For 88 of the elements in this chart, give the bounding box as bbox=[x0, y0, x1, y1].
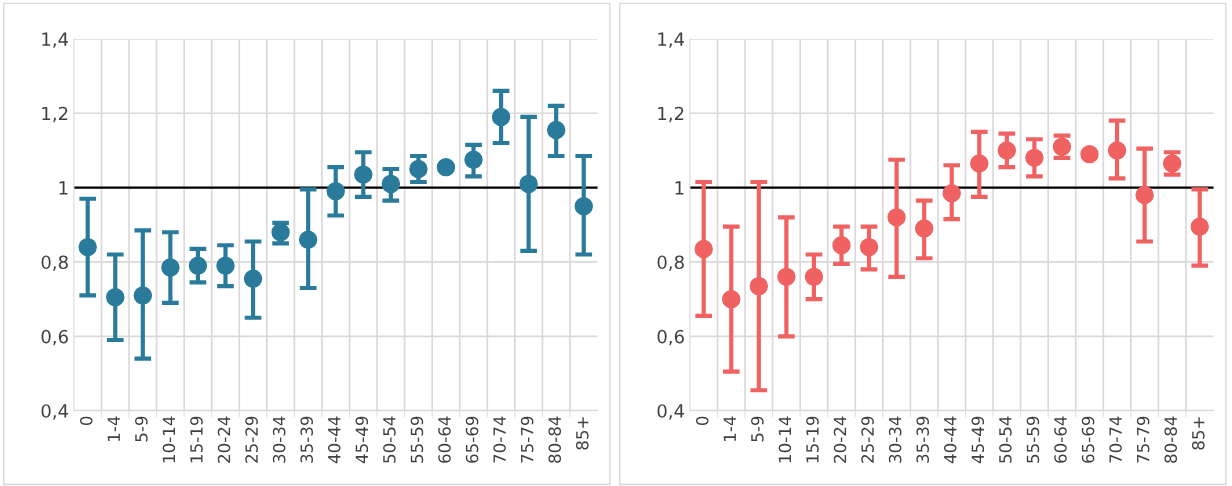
x-tick-label: 60-64 bbox=[1054, 416, 1067, 463]
x-tick-label: 5-9 bbox=[135, 416, 148, 442]
x-tick-label: 85+ bbox=[1191, 417, 1205, 450]
y-tick-label: 1,2 bbox=[42, 106, 68, 123]
x-tick-label: 80-84 bbox=[548, 416, 562, 463]
point bbox=[381, 174, 401, 194]
x-tick-label: 10-14 bbox=[162, 416, 176, 463]
point bbox=[161, 258, 180, 277]
x-tick-label: 65-69 bbox=[465, 416, 479, 463]
point bbox=[722, 289, 741, 309]
x-tick-label: 30-34 bbox=[272, 416, 286, 463]
point bbox=[436, 157, 456, 177]
point bbox=[546, 120, 566, 140]
point bbox=[777, 267, 796, 287]
point bbox=[942, 183, 961, 203]
point bbox=[1135, 185, 1154, 205]
point bbox=[832, 236, 851, 255]
y-tick-label: 0,8 bbox=[657, 255, 684, 271]
x-tick-label: 70-74 bbox=[493, 416, 506, 463]
x-tick-label: 0 bbox=[79, 416, 93, 426]
point bbox=[78, 237, 97, 257]
y-tick-label: 1,4 bbox=[42, 32, 69, 48]
point bbox=[804, 267, 824, 287]
point bbox=[749, 276, 769, 296]
x-tick-label: 20-24 bbox=[217, 416, 231, 463]
point bbox=[188, 256, 208, 275]
point bbox=[859, 237, 879, 257]
point bbox=[216, 256, 235, 275]
x-tick-label: 75-79 bbox=[1136, 416, 1150, 463]
x-tick-label: 10-14 bbox=[778, 416, 792, 463]
x-tick-label: 5-9 bbox=[751, 416, 764, 442]
y-tick-label: 0,4 bbox=[41, 404, 69, 420]
point bbox=[1190, 217, 1209, 236]
point bbox=[519, 174, 538, 194]
point bbox=[354, 165, 373, 184]
point bbox=[1025, 148, 1044, 168]
x-tick-label: 20-24 bbox=[833, 416, 847, 463]
point bbox=[491, 107, 511, 127]
x-tick-label: 40-44 bbox=[327, 416, 341, 464]
x-tick-label: 85+ bbox=[575, 417, 589, 450]
point bbox=[970, 154, 989, 173]
y-tick-label: 1,2 bbox=[658, 106, 684, 123]
point bbox=[1107, 141, 1127, 160]
point bbox=[243, 269, 263, 288]
y-tick-label: 1 bbox=[675, 181, 684, 195]
y-tick-label: 1,4 bbox=[658, 32, 685, 48]
y-tick-label: 0,8 bbox=[41, 255, 68, 271]
y-tick-label: 0,6 bbox=[657, 329, 684, 346]
x-tick-label: 0 bbox=[695, 416, 709, 426]
x-tick-label: 25-29 bbox=[245, 416, 258, 463]
point bbox=[409, 159, 428, 179]
point bbox=[694, 239, 713, 259]
point bbox=[326, 182, 345, 201]
x-tick-label: 1-4 bbox=[723, 416, 736, 441]
x-tick-label: 80-84 bbox=[1164, 416, 1178, 463]
x-tick-label: 55-59 bbox=[410, 416, 424, 463]
x-tick-label: 70-74 bbox=[1109, 416, 1122, 463]
x-tick-label: 55-59 bbox=[1026, 416, 1040, 463]
y-tick-label: 0,4 bbox=[657, 404, 685, 420]
x-tick-label: 50-54 bbox=[383, 416, 396, 463]
point bbox=[133, 286, 153, 305]
x-tick-label: 15-19 bbox=[190, 416, 203, 463]
point bbox=[1162, 154, 1182, 173]
x-tick-label: 75-79 bbox=[520, 416, 534, 463]
x-tick-label: 40-44 bbox=[943, 416, 957, 464]
x-tick-label: 60-64 bbox=[438, 416, 451, 463]
x-tick-label: 25-29 bbox=[861, 416, 874, 463]
point bbox=[464, 150, 483, 169]
point bbox=[298, 230, 318, 249]
x-tick-label: 45-49 bbox=[355, 416, 369, 464]
point bbox=[106, 288, 125, 307]
x-tick-label: 50-54 bbox=[999, 416, 1012, 463]
x-tick-label: 1-4 bbox=[107, 416, 120, 441]
y-tick-label: 1 bbox=[59, 181, 68, 195]
point bbox=[887, 208, 906, 227]
x-tick-label: 35-39 bbox=[300, 416, 313, 463]
point bbox=[997, 141, 1017, 160]
point bbox=[1052, 137, 1072, 156]
x-tick-label: 45-49 bbox=[971, 416, 985, 464]
x-tick-label: 35-39 bbox=[916, 416, 929, 463]
point bbox=[574, 196, 593, 216]
x-tick-label: 65-69 bbox=[1081, 416, 1095, 463]
point bbox=[1080, 144, 1099, 164]
y-tick-label: 0,6 bbox=[41, 329, 68, 346]
x-tick-label: 15-19 bbox=[806, 416, 819, 463]
x-tick-label: 30-34 bbox=[888, 416, 902, 463]
point bbox=[914, 219, 934, 238]
point bbox=[271, 223, 290, 242]
